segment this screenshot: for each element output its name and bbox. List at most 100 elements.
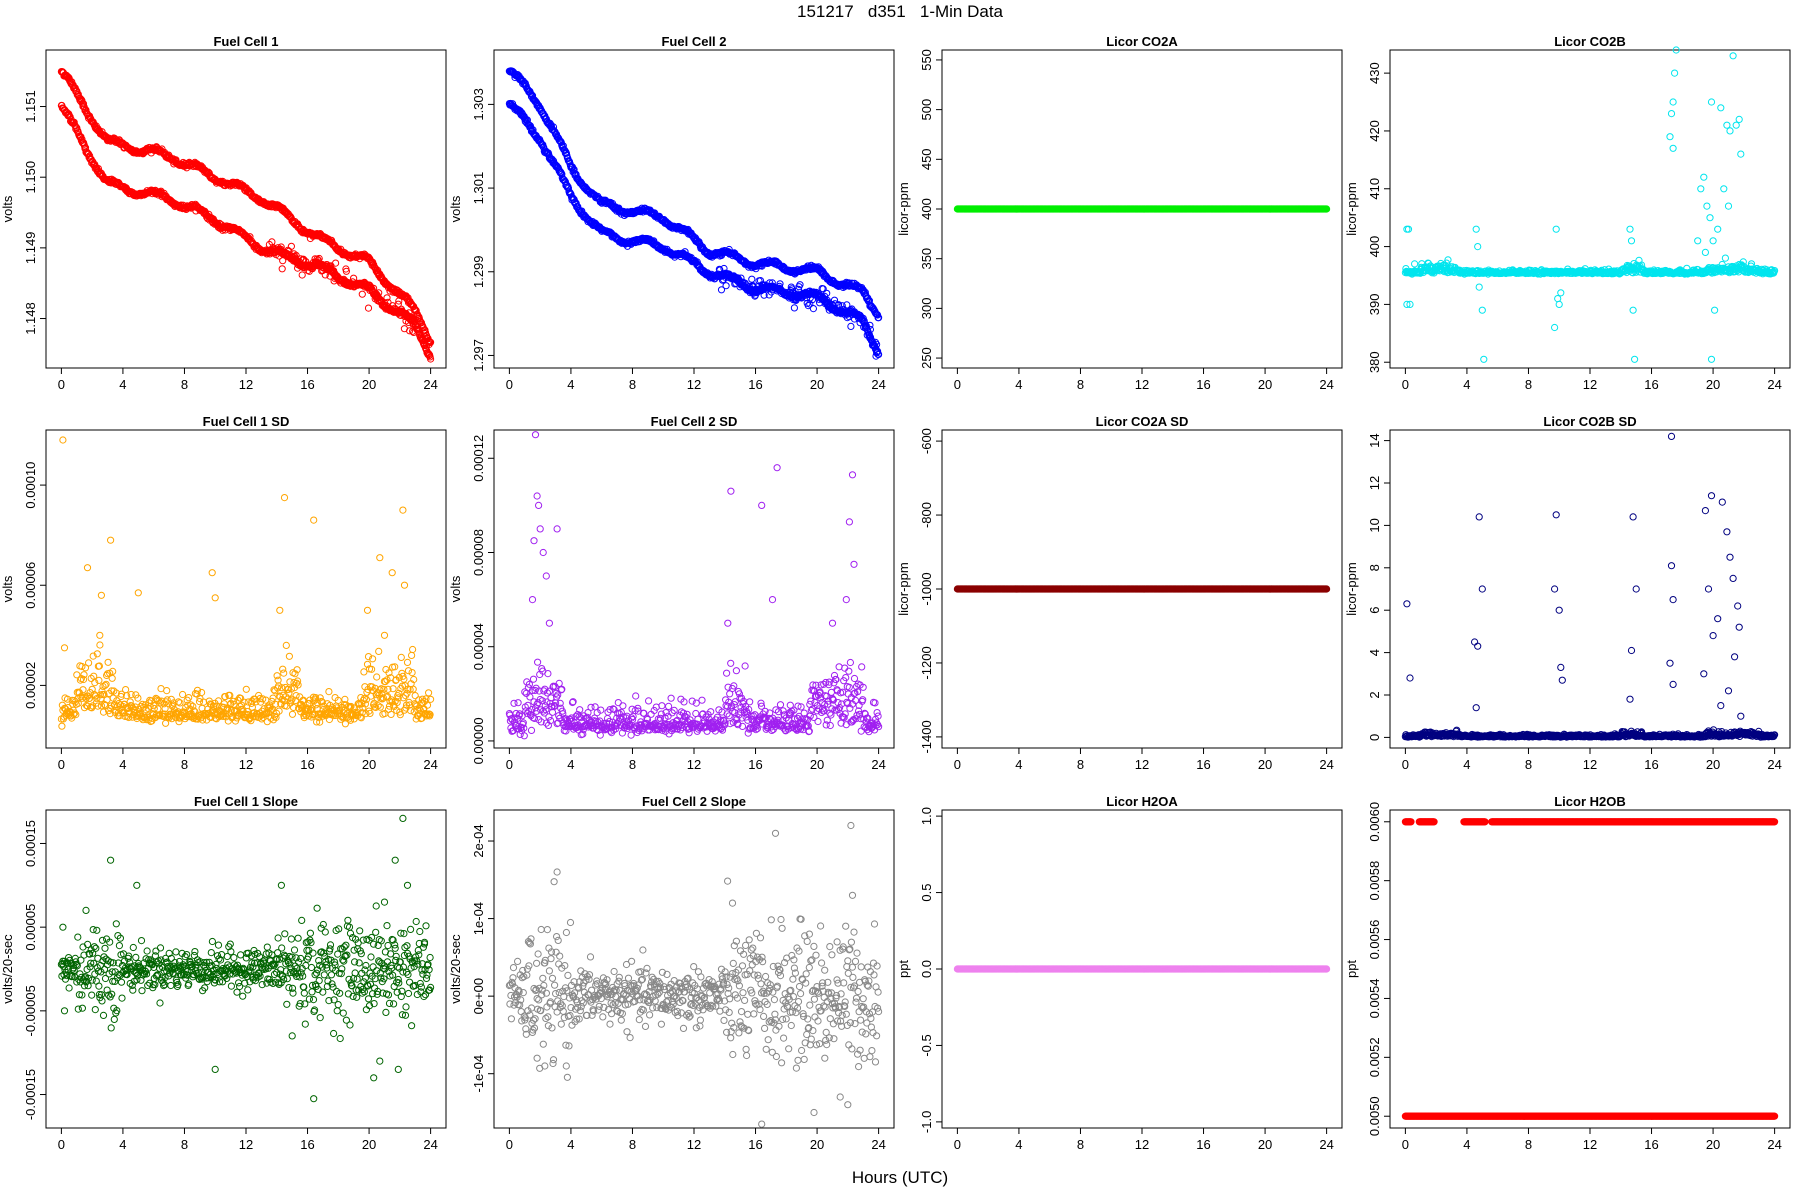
data-point <box>809 305 818 313</box>
data-point <box>1735 115 1743 124</box>
data-point <box>1631 355 1639 363</box>
data-point <box>1707 355 1716 363</box>
x-tick-label: 24 <box>423 757 437 772</box>
data-point <box>1626 225 1634 233</box>
y-axis-label: volts <box>0 195 15 222</box>
data-point <box>86 152 94 160</box>
data-point <box>1714 225 1722 233</box>
data-point <box>1717 104 1725 112</box>
data-point <box>85 659 93 667</box>
data-point <box>748 275 756 283</box>
data-point <box>1671 69 1679 77</box>
plot-frame <box>493 49 895 369</box>
x-tick-label: 0 <box>954 377 961 392</box>
data-point <box>163 687 171 695</box>
data-point <box>358 290 366 298</box>
panel-title: Fuel Cell 1 SD <box>203 414 290 429</box>
x-tick-label: 12 <box>239 757 253 772</box>
data-point <box>1706 214 1714 222</box>
data-point <box>58 722 66 730</box>
data-point <box>278 265 286 273</box>
y-tick-label: 1.149 <box>23 232 38 265</box>
data-point <box>103 696 111 704</box>
data-point <box>790 304 799 312</box>
y-tick-label: 350 <box>919 248 934 270</box>
y-tick-label: 500 <box>919 99 934 121</box>
y-tick-label: 1.148 <box>23 302 38 335</box>
data-point <box>1729 52 1737 60</box>
x-tick-label: 0 <box>58 377 65 392</box>
figure-title: 151217 d351 1-Min Data <box>796 2 1004 21</box>
x-tick-label: 8 <box>181 757 188 772</box>
data-point <box>1552 225 1560 233</box>
data-point <box>1478 306 1486 314</box>
data-point <box>104 658 112 666</box>
data-point <box>1667 110 1676 118</box>
data-point <box>108 674 116 682</box>
data-point <box>1557 289 1565 297</box>
data-point <box>1726 127 1734 135</box>
data-point <box>96 641 104 649</box>
data-point <box>364 304 373 312</box>
data-point <box>1555 300 1563 308</box>
data-point <box>1711 306 1719 314</box>
y-tick-label: 410 <box>1367 178 1382 200</box>
data-point <box>162 719 170 727</box>
y-tick-label: 0.00010 <box>23 462 38 509</box>
x-tick-label: 16 <box>300 377 314 392</box>
x-tick-label: 20 <box>1706 377 1720 392</box>
data-point <box>1669 98 1677 106</box>
data-point <box>1627 237 1636 245</box>
panel-title: Licor CO2B <box>1554 34 1626 49</box>
x-tick-label: 4 <box>1015 377 1022 392</box>
panel-title: Licor CO2A <box>1106 34 1178 49</box>
y-tick-label: 400 <box>1367 236 1382 258</box>
data-point <box>1472 225 1480 233</box>
data-point <box>122 686 130 694</box>
x-tick-label: 4 <box>119 377 126 392</box>
panel-title: Fuel Cell 2 <box>661 34 726 49</box>
y-tick-label: 0.00002 <box>23 662 38 709</box>
y-tick-label: 0.00006 <box>23 562 38 609</box>
x-tick-label: 4 <box>1463 377 1470 392</box>
y-tick-label: 400 <box>919 198 934 220</box>
x-tick-label: 20 <box>362 757 376 772</box>
x-tick-label: 4 <box>119 757 126 772</box>
y-axis-label: licor-ppm <box>896 182 911 235</box>
y-axis-label: volts <box>448 195 463 222</box>
x-tick-label: 16 <box>1644 377 1658 392</box>
x-tick-label: 16 <box>300 757 314 772</box>
y-axis-label: licor-ppm <box>1344 182 1359 235</box>
data-point <box>1707 98 1716 106</box>
data-point <box>1737 150 1745 158</box>
y-tick-label: 1.150 <box>23 161 38 194</box>
x-tick-label: 8 <box>181 377 188 392</box>
data-point <box>1720 185 1728 193</box>
x-tick-label: 24 <box>1319 377 1333 392</box>
data-point <box>1551 323 1559 332</box>
x-tick-label: 20 <box>810 377 824 392</box>
data-point <box>287 242 295 250</box>
x-tick-label: 12 <box>1583 377 1597 392</box>
data-point <box>1411 260 1419 268</box>
data-point <box>154 705 162 713</box>
data-point <box>1480 355 1488 363</box>
x-tick-label: 8 <box>629 377 636 392</box>
data-point <box>298 271 306 279</box>
y-tick-label: 1.303 <box>471 88 486 121</box>
data-point <box>1721 254 1730 262</box>
x-tick-label: 24 <box>423 377 437 392</box>
y-tick-label: 1.299 <box>471 255 486 288</box>
x-tick-label: 16 <box>1196 377 1210 392</box>
data-point <box>1700 173 1708 181</box>
x-tick-label: 24 <box>1767 377 1781 392</box>
x-tick-label: 16 <box>748 377 762 392</box>
x-tick-label: 8 <box>1077 377 1084 392</box>
x-tick-label: 4 <box>567 377 574 392</box>
data-point <box>1701 248 1710 256</box>
x-tick-label: 0 <box>506 377 513 392</box>
y-tick-label: 450 <box>919 148 934 170</box>
x-tick-label: 12 <box>239 377 253 392</box>
